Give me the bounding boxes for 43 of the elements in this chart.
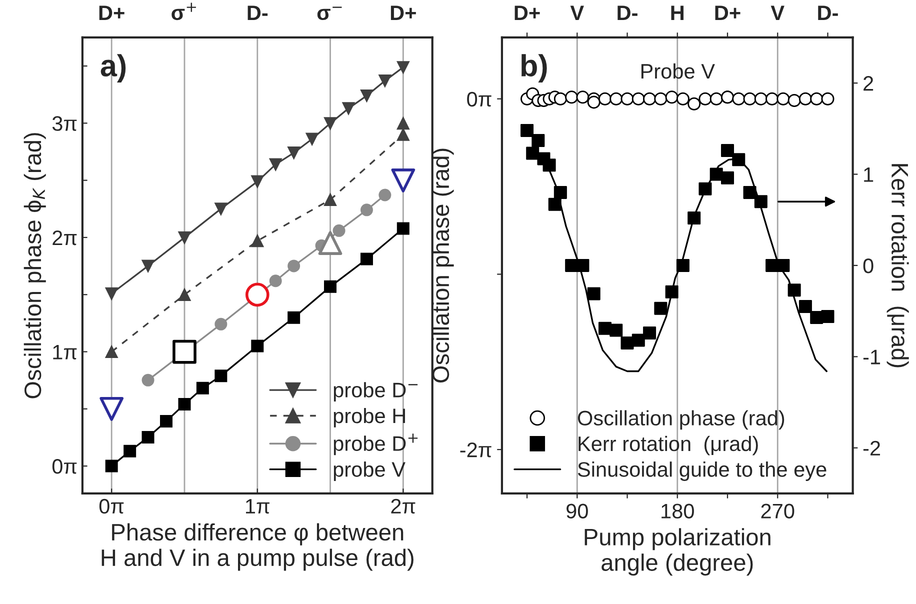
legend-label: probe H	[334, 408, 405, 428]
y-tick-label: 0π	[52, 459, 77, 474]
ref-line-label: D+	[390, 6, 416, 20]
y2-tick-label: 1	[864, 167, 874, 182]
x-axis-title: Pump polarization angle (degree)	[584, 528, 770, 576]
x-tick-label: 2π	[391, 498, 416, 514]
ref-line-label: σ$^{−}$	[317, 6, 342, 20]
y-axis-title: Oscillation phase ϕ$_{K}$ (rad)	[24, 133, 46, 398]
x-tick-label: 0π	[99, 498, 124, 514]
y2-tick-label: 0	[863, 258, 874, 274]
text: V	[770, 6, 784, 20]
ref-line-label: D+	[99, 6, 124, 20]
annotation: b)	[522, 54, 547, 83]
text: Probe V	[641, 63, 715, 79]
legend-label: probe V	[334, 462, 406, 481]
legend-label: Oscillation phase (rad)	[578, 410, 784, 430]
legend-label: Kerr rotation (μrad)	[578, 436, 758, 456]
y-tick-label: -2π	[460, 442, 492, 458]
y-axis-title: Oscillation phase (rad)	[432, 148, 454, 382]
ref-line-label: D-	[248, 6, 268, 20]
x-tick-label: 270	[761, 504, 794, 518]
legend-label: probe D$^{+}$	[334, 434, 418, 456]
x-tick-label: 90	[566, 504, 588, 518]
legend-label: Sinusoidal guide to the eye	[578, 462, 826, 481]
x-tick-label: 180	[662, 504, 694, 518]
text: D+	[514, 6, 540, 20]
x-axis-title: Phase difference φ between H and V in a pump pulse (rad)	[102, 523, 414, 571]
y-tick-label: 1π	[53, 344, 77, 360]
text: D+	[715, 6, 740, 20]
annotation: a)	[100, 54, 126, 83]
y-tick-label: 2π	[52, 230, 77, 246]
y2-axis-title: Kerr rotation (μrad)	[886, 164, 909, 368]
y2-tick-label: 2	[864, 76, 874, 91]
y-tick-label: 3π	[52, 116, 77, 131]
text: D-	[818, 6, 838, 20]
x-tick-label: 1π	[246, 499, 270, 514]
text: H	[671, 6, 684, 20]
y2-tick-label: -1	[863, 350, 880, 364]
ref-line-label: σ$^{+}$	[172, 2, 196, 20]
legend-label: probe D$^{−}$	[334, 382, 418, 402]
y2-tick-label: -2	[863, 440, 880, 456]
text: D-	[618, 6, 638, 20]
text: V	[570, 6, 584, 20]
